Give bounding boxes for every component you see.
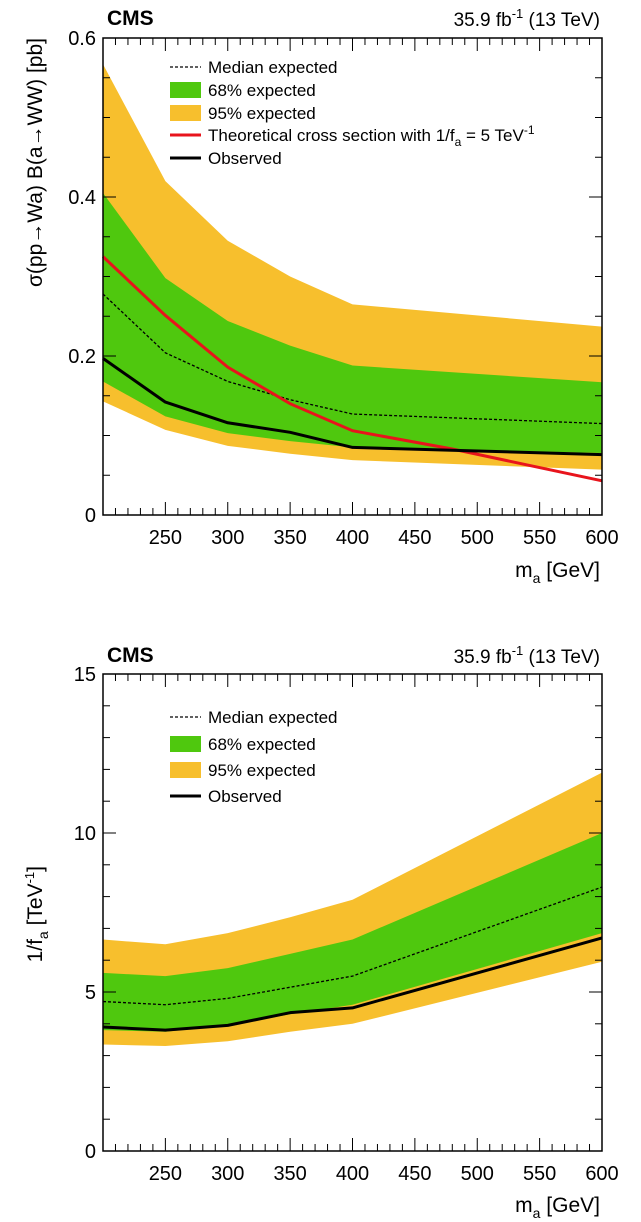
bottom-lumi-label: 35.9 fb-1 (13 TeV) <box>454 643 600 668</box>
top-x-tick-label: 400 <box>336 527 369 549</box>
bottom-x-tick-label: 350 <box>273 1163 306 1185</box>
top-x-tick-label: 250 <box>149 527 182 549</box>
bottom-chart: 250 300 350 400 450 500 550 600 0 5 10 15 CMS 35.9 … <box>22 643 619 1221</box>
bottom-legend-95-label: 95% expected <box>208 761 316 780</box>
bottom-y-tick-label: 15 <box>74 664 96 686</box>
bottom-legend-68-label: 68% expected <box>208 735 316 754</box>
top-legend-observed-label: Observed <box>208 149 282 168</box>
top-legend: Median expected 68% expected 95% expecte… <box>170 58 535 168</box>
top-chart: 250 300 350 400 450 500 550 600 0 0.2 0.4 0.6 CMS 3… <box>24 6 619 586</box>
bottom-y-tick-label: 0 <box>85 1141 96 1163</box>
top-legend-68-label: 68% expected <box>208 81 316 100</box>
top-observed-line <box>102 357 603 457</box>
top-legend-95-swatch <box>170 105 201 121</box>
top-x-tick-label: 600 <box>585 527 618 549</box>
top-y-axis-title: σ(pp→Wa) B(a→WW) [pb] <box>24 38 47 287</box>
bottom-legend-68-swatch <box>170 736 201 752</box>
top-tick-labels: 250 300 350 400 450 500 550 600 0 0.2 0.4 0.6 <box>68 28 619 549</box>
bottom-y-axis-title: 1/fa [TeV-1] <box>22 866 51 962</box>
bottom-x-tick-label: 250 <box>149 1163 182 1185</box>
bottom-legend: Median expected 68% expected 95% expecte… <box>170 708 337 806</box>
bottom-legend-median-label: Median expected <box>208 708 337 727</box>
bottom-legend-95-swatch <box>170 762 201 778</box>
top-x-tick-label: 300 <box>211 527 244 549</box>
bottom-x-axis-title: ma [GeV] <box>515 1194 600 1221</box>
bottom-x-tick-label: 550 <box>523 1163 556 1185</box>
top-x-tick-label: 550 <box>523 527 556 549</box>
bottom-x-tick-label: 400 <box>336 1163 369 1185</box>
top-y-tick-label: 0.6 <box>68 28 96 50</box>
top-legend-68-swatch <box>170 82 201 98</box>
top-y-tick-label: 0.4 <box>68 187 96 209</box>
bottom-band-68 <box>103 833 602 1032</box>
bottom-experiment-label: CMS <box>107 644 154 667</box>
top-y-tick-label: 0.2 <box>68 346 96 368</box>
top-plot-area <box>101 64 603 483</box>
top-legend-95-label: 95% expected <box>208 104 316 123</box>
top-lumi-label: 35.9 fb-1 (13 TeV) <box>454 6 600 31</box>
top-legend-theory-label: Theoretical cross section with 1/fa = 5 … <box>208 123 535 149</box>
top-y-tick-label: 0 <box>85 505 96 527</box>
top-band-68 <box>103 193 602 453</box>
bottom-plot-area <box>102 772 603 1047</box>
top-x-tick-label: 450 <box>398 527 431 549</box>
top-x-axis-title: ma [GeV] <box>515 559 600 586</box>
top-x-tick-label: 500 <box>461 527 494 549</box>
bottom-axis-ticks <box>102 673 603 1152</box>
bottom-x-tick-label: 450 <box>398 1163 431 1185</box>
top-experiment-label: CMS <box>107 7 154 30</box>
top-legend-median-label: Median expected <box>208 58 337 77</box>
top-axis-ticks <box>102 37 603 516</box>
top-median-expected-line <box>102 293 603 425</box>
bottom-x-tick-label: 300 <box>211 1163 244 1185</box>
bottom-tick-labels: 250 300 350 400 450 500 550 600 0 5 10 15 <box>74 664 619 1185</box>
bottom-y-tick-label: 5 <box>85 982 96 1004</box>
bottom-y-tick-label: 10 <box>74 823 96 845</box>
bottom-x-tick-label: 500 <box>461 1163 494 1185</box>
bottom-legend-observed-label: Observed <box>208 787 282 806</box>
bottom-median-expected-line <box>102 886 603 1006</box>
top-x-tick-label: 350 <box>273 527 306 549</box>
bottom-observed-line <box>102 936 603 1032</box>
bottom-x-tick-label: 600 <box>585 1163 618 1185</box>
